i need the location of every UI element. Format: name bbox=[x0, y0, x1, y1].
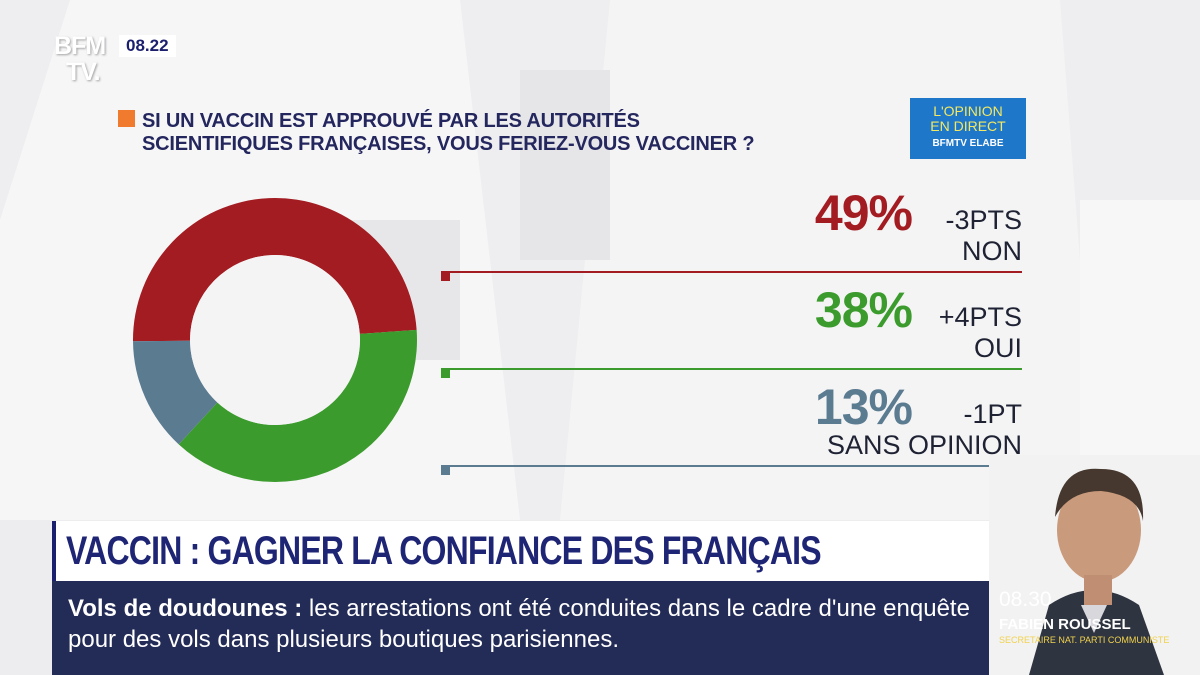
badge-line-2: EN DIRECT bbox=[930, 118, 1006, 134]
badge-line-1: L'OPINION bbox=[933, 103, 1003, 119]
change-label-oui: +4PTS bbox=[938, 302, 1022, 332]
headline-text: VACCIN : GAGNER LA CONFIANCE DES FRANÇAI… bbox=[66, 529, 822, 573]
donut-hole bbox=[190, 255, 360, 425]
value-label-non: 49% bbox=[814, 185, 913, 241]
value-label-sans-opinion: 13% bbox=[814, 379, 913, 435]
badge-line-3: BFMTV ELABE bbox=[932, 138, 1004, 149]
donut-chart bbox=[132, 197, 1022, 483]
category-label-non: NON bbox=[962, 236, 1022, 266]
ticker-text: Vols de doudounes : les arrestations ont… bbox=[68, 593, 973, 655]
change-label-non: -3PTS bbox=[945, 205, 1022, 235]
guest-photo-illustration bbox=[989, 455, 1200, 675]
donut-slice-non bbox=[132, 197, 417, 342]
ticker-topic: Vols de doudounes : bbox=[68, 595, 303, 622]
question-line-2: SCIENTIFIQUES FRANÇAISES, VOUS FERIEZ-VO… bbox=[142, 133, 755, 155]
banner-stripe bbox=[52, 521, 56, 581]
donut-slice-oui bbox=[178, 329, 417, 483]
category-label-oui: OUI bbox=[973, 333, 1022, 363]
guest-portrait bbox=[989, 455, 1200, 675]
guest-role: SECRETAIRE NAT. PARTI COMMUNISTE bbox=[999, 635, 1170, 645]
opinion-badge: L'OPINION EN DIRECT BFMTV ELABE bbox=[910, 98, 1026, 159]
poll-question: SI UN VACCIN EST APPROUVÉ PAR LES AUTORI… bbox=[142, 110, 902, 156]
bfmtv-logo: BFM TV. bbox=[52, 30, 135, 127]
value-label-oui: 38% bbox=[814, 282, 913, 338]
legend-marker-oui bbox=[441, 369, 450, 378]
legend-marker-non bbox=[441, 272, 450, 281]
question-line-1: SI UN VACCIN EST APPROUVÉ PAR LES AUTORI… bbox=[142, 110, 640, 132]
headline-banner: VACCIN : GAGNER LA CONFIANCE DES FRANÇAI… bbox=[52, 521, 989, 581]
legend-marker-sans-opinion bbox=[441, 466, 450, 475]
guest-time: 08.30 bbox=[999, 588, 1052, 611]
change-label-sans-opinion: -1PT bbox=[963, 399, 1022, 429]
guest-name: FABIEN ROUSSEL bbox=[999, 616, 1131, 633]
logo-orange-square bbox=[118, 110, 135, 127]
logo-text-top: BFM bbox=[54, 32, 106, 60]
donut-slice-sans-opinion bbox=[133, 340, 218, 445]
ticker-body: les arrestations ont été conduites dans … bbox=[68, 595, 970, 653]
logo-text-bottom: TV. bbox=[66, 58, 101, 86]
category-label-sans-opinion: SANS OPINION bbox=[826, 430, 1022, 460]
news-ticker: Vols de doudounes : les arrestations ont… bbox=[52, 581, 989, 675]
clock: 08.22 bbox=[119, 35, 176, 57]
